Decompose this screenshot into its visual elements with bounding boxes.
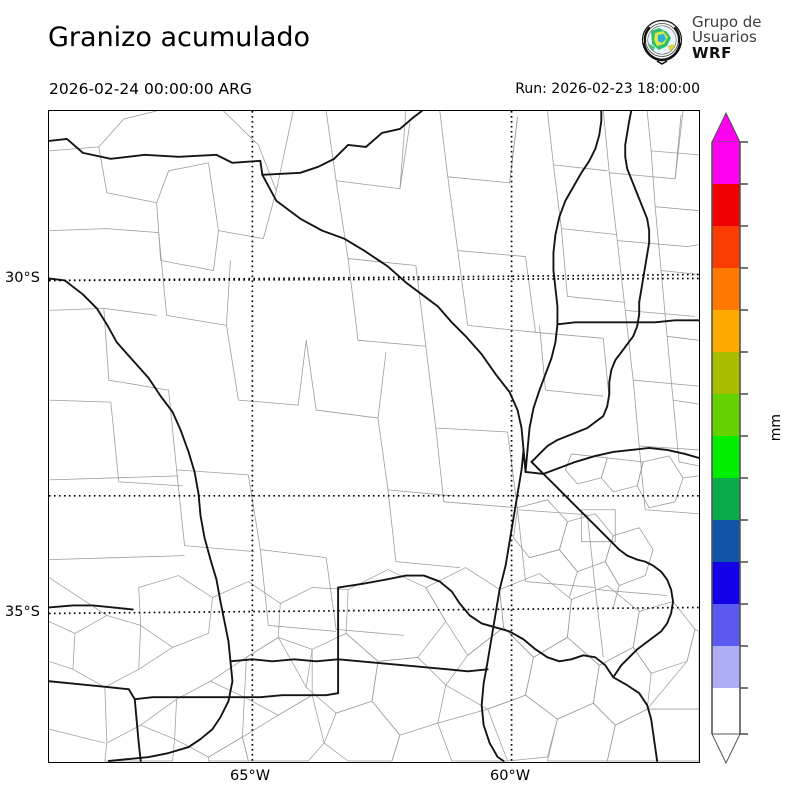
- axis-label-lat-35: 35°S: [5, 604, 40, 620]
- brand-line-3: WRF: [692, 43, 732, 62]
- map-vector-layer: [49, 111, 699, 762]
- colorbar-unit-label: mm: [768, 414, 784, 442]
- brand-line-2: Usuarios: [692, 28, 757, 47]
- map-plot-area[interactable]: [48, 110, 700, 763]
- brand-logo: Grupo de Usuarios WRF: [637, 14, 797, 68]
- colorbar-swatches: [711, 111, 748, 765]
- lat-lon-gridlines-v: [251, 111, 513, 762]
- run-time-label: Run: 2026-02-23 18:00:00: [515, 81, 700, 97]
- axis-label-lat-30: 30°S: [5, 270, 40, 286]
- page-title: Granizo acumulado: [48, 22, 311, 53]
- valid-time-label: 2026-02-24 00:00:00 ARG: [49, 80, 252, 98]
- colorbar[interactable]: 12.0 11.0 10.0 9.0 8.0 7.0 6.0 5.0 4.0 3…: [711, 111, 748, 765]
- brand-logo-text: Grupo de Usuarios WRF: [692, 13, 762, 62]
- gridline-lon-60: [49, 277, 699, 282]
- lat-lon-gridlines: [49, 277, 699, 497]
- axis-label-lon-65: 65°W: [230, 768, 271, 784]
- department-boundaries: [49, 111, 699, 762]
- brand-line-1: Grupo de: [692, 13, 762, 31]
- province-boundaries: [49, 111, 699, 762]
- axis-label-lon-60: 60°W: [490, 768, 531, 784]
- globe-seal-emblem-icon: [637, 16, 687, 66]
